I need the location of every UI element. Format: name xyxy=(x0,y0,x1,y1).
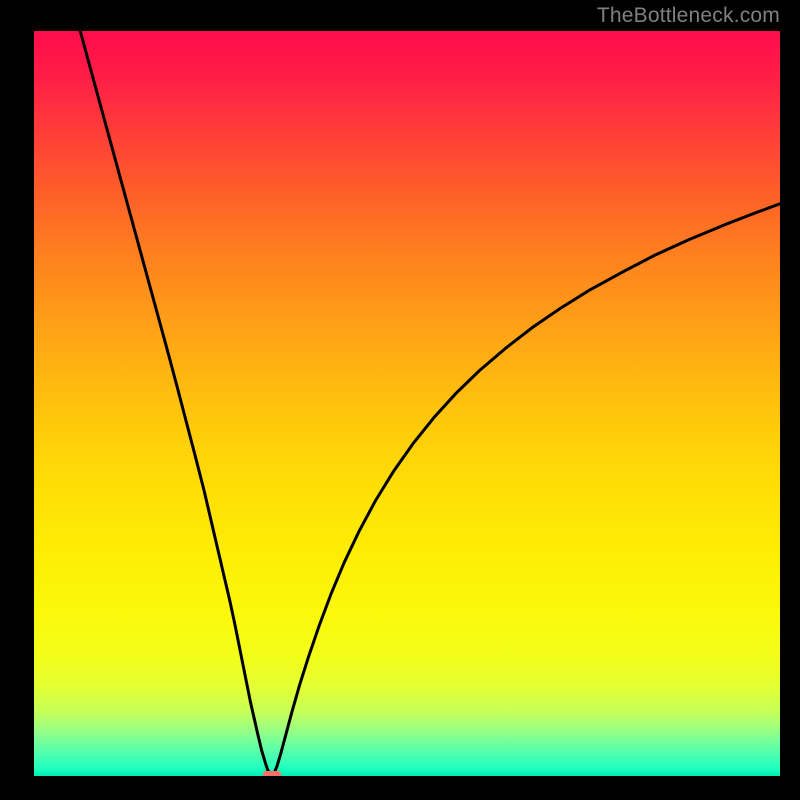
watermark-text: TheBottleneck.com xyxy=(597,4,780,28)
plot-area xyxy=(34,31,780,776)
plot-frame xyxy=(34,31,780,776)
chart-container: TheBottleneck.com xyxy=(0,0,800,800)
curve-svg xyxy=(34,31,780,776)
bottleneck-curve xyxy=(80,31,780,776)
min-point-marker xyxy=(263,771,281,776)
